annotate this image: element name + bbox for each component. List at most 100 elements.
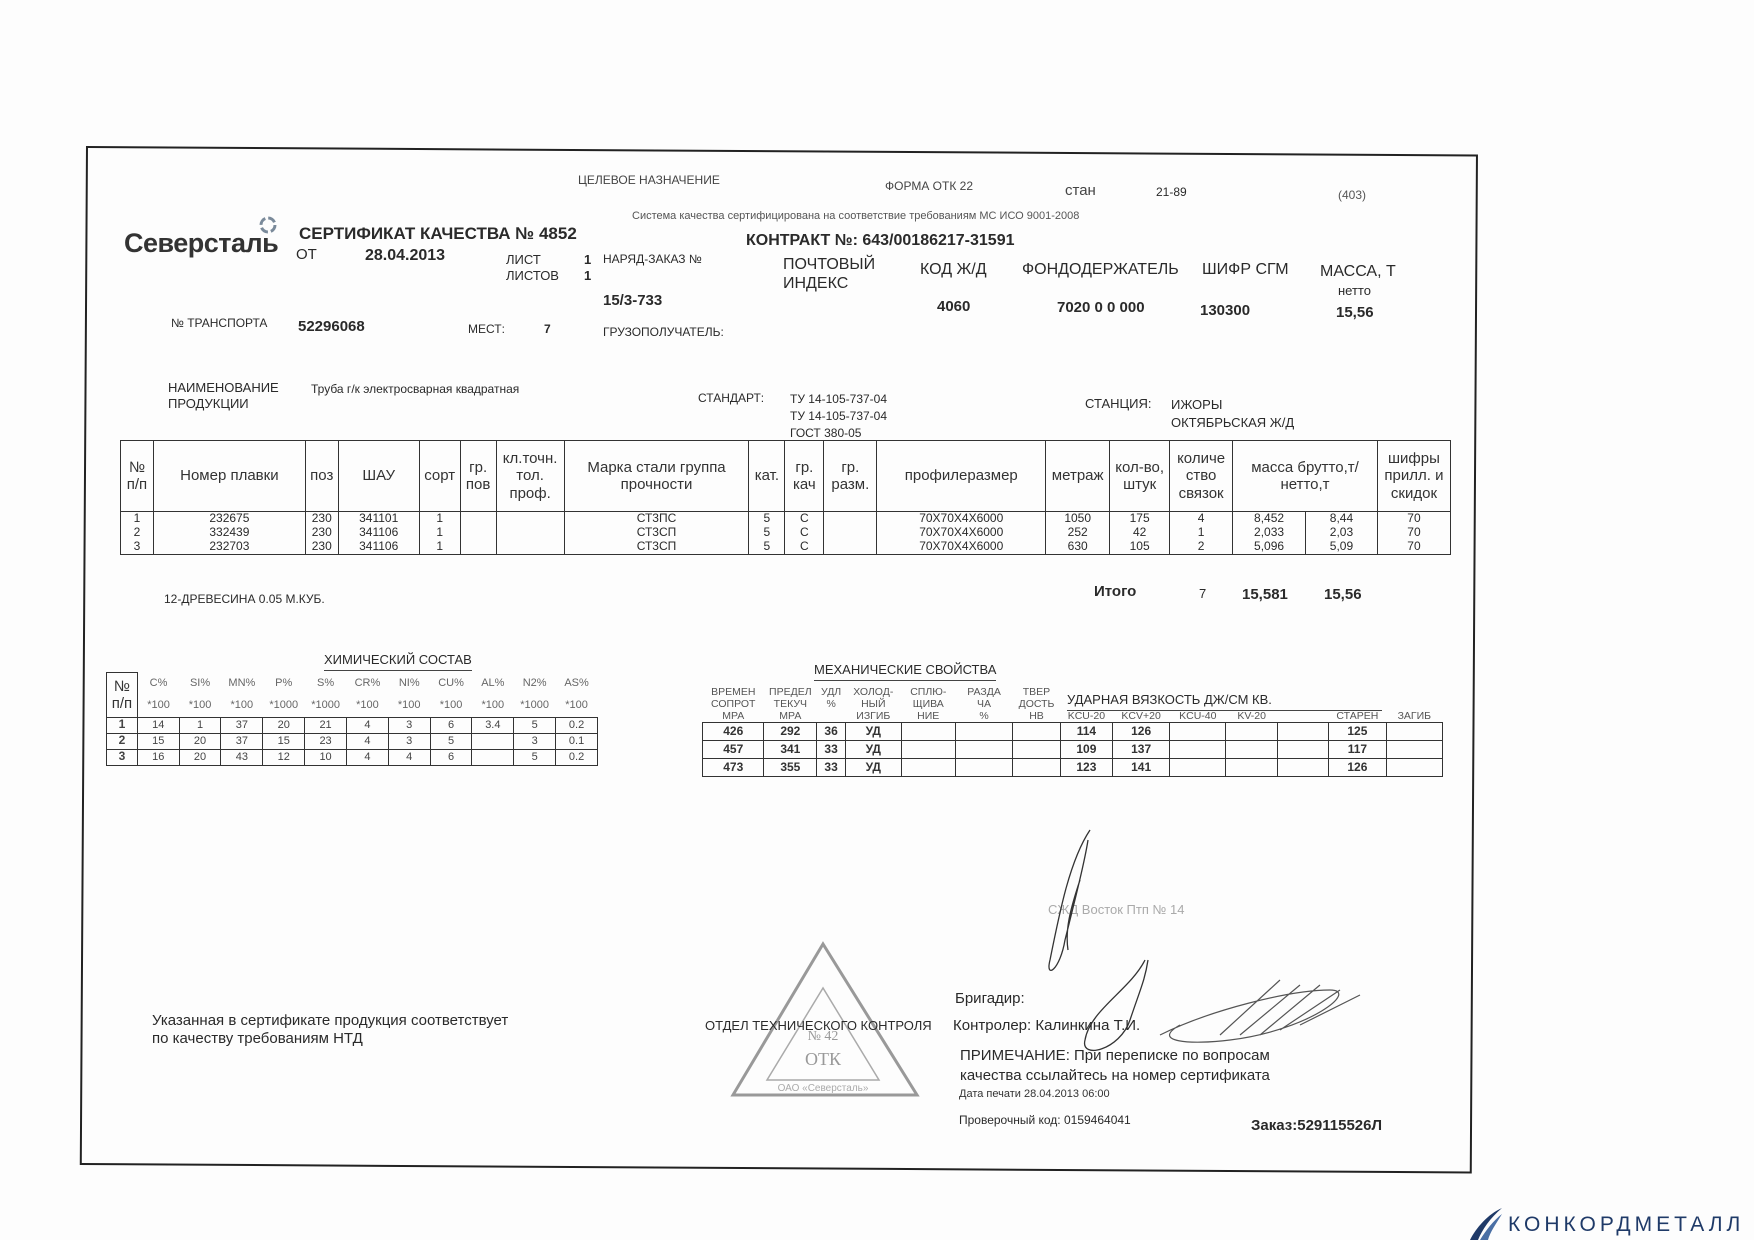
table-cell: 252 bbox=[1045, 525, 1111, 540]
col-header: KCV+20 bbox=[1121, 710, 1161, 723]
table-cell: 2,03 bbox=[1305, 525, 1378, 540]
table-cell bbox=[1225, 740, 1278, 760]
table-cell: 10 bbox=[304, 748, 347, 766]
element-header: CU% bbox=[438, 677, 464, 690]
table-cell: 109 bbox=[1059, 740, 1113, 760]
target-purpose: ЦЕЛЕВОЕ НАЗНАЧЕНИЕ bbox=[578, 173, 720, 187]
table-cell bbox=[1385, 758, 1444, 778]
table-cell: 5 bbox=[748, 539, 786, 555]
table-cell bbox=[900, 758, 956, 778]
col-header: кл.точн. тол. проф. bbox=[495, 440, 565, 512]
col-header: гр. пов bbox=[459, 440, 497, 512]
foreman-label: Бригадир: bbox=[955, 990, 1025, 1007]
col-header: МРА bbox=[722, 710, 745, 723]
table-row: 1 14 1 37 20 21 4 3 6 3.4 5 0.2 bbox=[106, 716, 598, 734]
table-cell: 70Х70Х4Х6000 bbox=[876, 511, 1047, 526]
col-header: гр. разм. bbox=[823, 440, 878, 512]
element-header: C% bbox=[149, 677, 168, 690]
multiplier: *100 bbox=[188, 699, 212, 712]
element-header: S% bbox=[317, 677, 335, 690]
table-cell: 123 bbox=[1059, 758, 1113, 778]
sheets-label: ЛИСТОВ bbox=[506, 268, 559, 283]
conformity-statement: Указанная в сертификате продукция соотве… bbox=[152, 1012, 509, 1029]
col-header: Марка стали группа прочности bbox=[563, 440, 750, 512]
col-header: гр. кач bbox=[784, 440, 825, 512]
shipment-table: № п/п Номер плавки поз ШАУ сорт гр. пов … bbox=[120, 440, 1452, 555]
table-cell: 70Х70Х4Х6000 bbox=[876, 539, 1047, 555]
severstal-logo: Северсталь bbox=[124, 228, 279, 258]
chemistry-title: ХИМИЧЕСКИЙ СОСТАВ bbox=[324, 652, 472, 671]
col-header bbox=[1329, 698, 1387, 710]
multiplier: *100 bbox=[565, 699, 588, 712]
table-cell: 125 bbox=[1328, 722, 1387, 742]
table-cell bbox=[823, 511, 878, 526]
col-header: ЗАГИБ bbox=[1397, 710, 1432, 723]
table-cell: 1 bbox=[418, 511, 461, 526]
sgm-label: ШИФР СГМ bbox=[1202, 261, 1289, 278]
postal-label-2: ИНДЕКС bbox=[783, 275, 849, 292]
places-value: 7 bbox=[544, 322, 551, 336]
table-cell bbox=[900, 740, 956, 760]
table-cell: 20 bbox=[262, 716, 306, 734]
table-row: 457 341 33 УД 109 137 117 bbox=[701, 740, 1444, 760]
col-header: ДОСТЬ bbox=[1018, 698, 1055, 711]
certificate-date: 28.04.2013 bbox=[365, 247, 446, 264]
col-header: KCU-20 bbox=[1067, 710, 1106, 723]
table-cell: 37 bbox=[220, 716, 264, 734]
col-header bbox=[1278, 698, 1329, 710]
table-cell bbox=[1276, 740, 1330, 760]
multiplier: *100 bbox=[356, 699, 379, 712]
table-cell: 3.4 bbox=[471, 716, 515, 734]
col-header: кол-во, штук bbox=[1109, 440, 1171, 512]
table-cell bbox=[495, 540, 565, 555]
table-cell: 8,452 bbox=[1232, 511, 1307, 526]
table-cell: 20 bbox=[178, 748, 222, 766]
table-cell: 332439 bbox=[152, 525, 306, 540]
table-cell: 4 bbox=[1169, 511, 1234, 526]
rail-code-label: КОД Ж/Д bbox=[920, 261, 987, 278]
table-cell: 21 bbox=[304, 716, 347, 734]
table-cell: 3 bbox=[120, 539, 154, 555]
element-header: AS% bbox=[564, 677, 589, 690]
table-cell: 3 bbox=[387, 716, 431, 734]
col-header: СПЛЮ- bbox=[910, 686, 947, 698]
table-cell: 8,44 bbox=[1305, 511, 1378, 526]
department-label: ОТДЕЛ ТЕХНИЧЕСКОГО КОНТРОЛЯ bbox=[705, 1018, 932, 1033]
table-cell: 117 bbox=[1328, 740, 1387, 760]
controller-name: Контролер: Калинкина Т.И. bbox=[953, 1017, 1141, 1034]
table-cell bbox=[823, 540, 878, 555]
col-header: метраж bbox=[1045, 440, 1111, 512]
standard-3: ГОСТ 380-05 bbox=[790, 426, 862, 440]
station-value: ИЖОРЫ bbox=[1171, 397, 1223, 412]
table-cell: 2 bbox=[106, 732, 138, 750]
table-cell: 341106 bbox=[337, 525, 420, 540]
table-cell: 232675 bbox=[152, 511, 306, 526]
table-cell: 33 bbox=[816, 740, 847, 760]
table-cell: 70 bbox=[1376, 539, 1452, 555]
col-header bbox=[1278, 686, 1329, 698]
col-header: ЧА bbox=[977, 698, 992, 711]
multiplier: *1000 bbox=[520, 699, 550, 712]
table-cell: 137 bbox=[1111, 740, 1171, 760]
col-header: ПРЕДЕЛ bbox=[769, 686, 812, 698]
element-header: MN% bbox=[228, 677, 256, 690]
table-cell: 6 bbox=[429, 748, 473, 766]
table-cell bbox=[1385, 722, 1444, 742]
col-header bbox=[1329, 686, 1387, 698]
mech-header-row: МРА МРА ИЗГИБ НИЕ% НВ KCU-20 KCV+20 KCU-40 KV-20… bbox=[703, 710, 1443, 723]
konkordmetall-logo-icon bbox=[1470, 1208, 1502, 1240]
order-number: Заказ:529115526Л bbox=[1251, 1117, 1383, 1134]
table-cell bbox=[823, 526, 878, 540]
col-header: НИЕ bbox=[917, 710, 940, 723]
col-header: % bbox=[826, 698, 836, 711]
col-header bbox=[1112, 698, 1169, 710]
form-code: (403) bbox=[1338, 188, 1367, 202]
table-cell bbox=[459, 526, 497, 540]
table-cell: 20 bbox=[178, 732, 222, 750]
table-row: 473 355 33 УД 123 141 126 bbox=[701, 758, 1444, 778]
station-railway: ОКТЯБРЬСКАЯ Ж/Д bbox=[1171, 415, 1295, 430]
mech-header-row: СОПРОТ ТЕКУЧ% НЫЙ ЩИВА ЧА ДОСТЬ bbox=[703, 698, 1443, 710]
table-row: 1 232675 230 341101 1 СТ3ПС 5 С 70Х70Х4Х6000 1050… bbox=[120, 511, 1452, 526]
otk-stamp: № 42 ОТК ОАО «Северсталь» bbox=[730, 941, 920, 1097]
fund-holder-value: 7020 0 0 000 bbox=[1057, 299, 1145, 316]
